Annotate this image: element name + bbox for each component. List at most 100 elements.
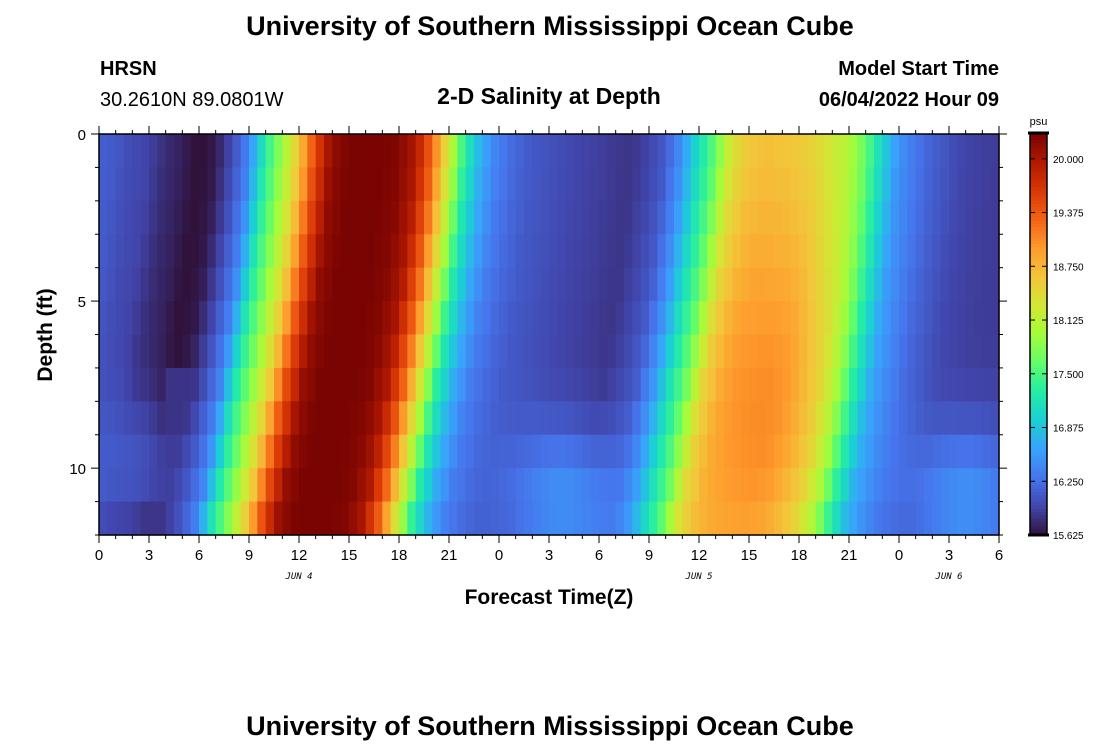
heatmap-cell xyxy=(965,134,975,169)
colorbar-segment xyxy=(1030,461,1047,466)
heatmap-cell xyxy=(590,200,600,235)
heatmap-cell xyxy=(532,267,542,302)
heatmap-cell xyxy=(682,167,692,202)
heatmap-cell xyxy=(307,434,317,469)
heatmap-cell xyxy=(690,434,700,469)
heatmap-cell xyxy=(549,267,558,302)
heatmap-cell xyxy=(474,200,483,235)
heatmap-cell xyxy=(674,167,683,202)
heatmap-cell xyxy=(274,234,283,269)
heatmap-cell xyxy=(307,167,317,202)
heatmap-cell xyxy=(907,267,917,302)
heatmap-cell xyxy=(865,167,875,202)
heatmap-cell xyxy=(940,468,950,503)
heatmap-cell xyxy=(915,468,925,503)
heatmap-cell xyxy=(249,401,258,436)
heatmap-cell xyxy=(974,501,983,536)
heatmap-cell xyxy=(682,267,692,302)
heatmap-cell xyxy=(832,401,842,436)
heatmap-cell xyxy=(649,501,658,536)
heatmap-cell xyxy=(224,334,233,369)
heatmap-cell xyxy=(457,200,467,235)
heatmap-cell xyxy=(899,367,908,402)
colorbar-segment xyxy=(1030,280,1047,285)
colorbar-segment xyxy=(1030,404,1047,409)
heatmap-cell xyxy=(115,200,125,235)
heatmap-cell xyxy=(957,434,967,469)
heatmap-cell xyxy=(557,267,567,302)
heatmap-cell xyxy=(707,200,717,235)
heatmap-cell xyxy=(107,501,117,536)
heatmap-cell xyxy=(924,468,933,503)
heatmap-cell xyxy=(957,401,967,436)
heatmap-cell xyxy=(165,434,175,469)
colorbar-segment xyxy=(1030,474,1047,479)
heatmap-cell xyxy=(899,434,908,469)
heatmap-cell xyxy=(557,167,567,202)
heatmap-cell xyxy=(874,468,883,503)
heatmap-cell xyxy=(490,501,500,536)
heatmap-cell xyxy=(815,367,825,402)
heatmap-cell xyxy=(274,334,283,369)
heatmap-cell xyxy=(174,334,183,369)
x-axis: 0 3 6 9 12 15 18 21 0 3 6 9 12 15 18 21 0 3 6 xyxy=(95,126,1003,564)
heatmap-cell xyxy=(207,267,217,302)
colorbar-segment xyxy=(1030,156,1047,161)
heatmap-cell xyxy=(549,234,558,269)
heatmap-cell xyxy=(857,134,867,169)
heatmap-cell xyxy=(815,267,825,302)
heatmap-cell xyxy=(474,367,483,402)
heatmap-cell xyxy=(199,200,208,235)
heatmap-cell xyxy=(707,501,717,536)
heatmap-cell xyxy=(149,434,158,469)
heatmap-cell xyxy=(449,434,458,469)
colorbar-segment xyxy=(1030,357,1047,362)
heatmap-cell xyxy=(140,167,150,202)
heatmap-cell xyxy=(607,434,617,469)
heatmap-cell xyxy=(115,367,125,402)
heatmap-cell xyxy=(340,401,350,436)
heatmap-cell xyxy=(432,401,442,436)
colorbar-tick-label: 19.375 xyxy=(1053,209,1084,220)
heatmap-cell xyxy=(532,234,542,269)
heatmap-cell xyxy=(682,200,692,235)
heatmap-cell xyxy=(740,434,750,469)
heatmap-cell xyxy=(732,334,742,369)
heatmap-cell xyxy=(124,301,133,336)
heatmap-cell xyxy=(332,234,342,269)
day-label: JUN 4 xyxy=(284,572,312,582)
heatmap-cell xyxy=(857,234,867,269)
heatmap-cell xyxy=(657,468,667,503)
colorbar-segment xyxy=(1030,481,1047,486)
heatmap-cell xyxy=(740,334,750,369)
heatmap-cell xyxy=(265,468,275,503)
heatmap-cell xyxy=(557,468,567,503)
heatmap-cell xyxy=(432,301,442,336)
colorbar-segment xyxy=(1030,454,1047,459)
heatmap-cell xyxy=(174,301,183,336)
heatmap-cell xyxy=(149,334,158,369)
heatmap-cell xyxy=(765,167,775,202)
heatmap-cell xyxy=(940,367,950,402)
heatmap-cell xyxy=(349,468,358,503)
heatmap-cell xyxy=(824,301,833,336)
heatmap-cell xyxy=(724,167,733,202)
heatmap-cell xyxy=(990,167,1000,202)
heatmap-cell xyxy=(224,200,233,235)
heatmap-cell xyxy=(324,334,333,369)
colorbar-segment xyxy=(1030,226,1047,231)
heatmap-cell xyxy=(115,501,125,536)
heatmap-cell xyxy=(907,501,917,536)
heatmap-cell xyxy=(682,234,692,269)
colorbar-segment xyxy=(1030,246,1047,251)
heatmap-cell xyxy=(157,434,167,469)
heatmap-cell xyxy=(124,200,133,235)
heatmap-cell xyxy=(990,468,1000,503)
colorbar-unit: psu xyxy=(1030,116,1048,128)
heatmap-cell xyxy=(249,200,258,235)
heatmap-cell xyxy=(415,134,425,169)
heatmap-cell xyxy=(624,434,633,469)
heatmap-cell xyxy=(440,301,450,336)
heatmap-cell xyxy=(882,267,892,302)
heatmap-cell xyxy=(315,267,325,302)
